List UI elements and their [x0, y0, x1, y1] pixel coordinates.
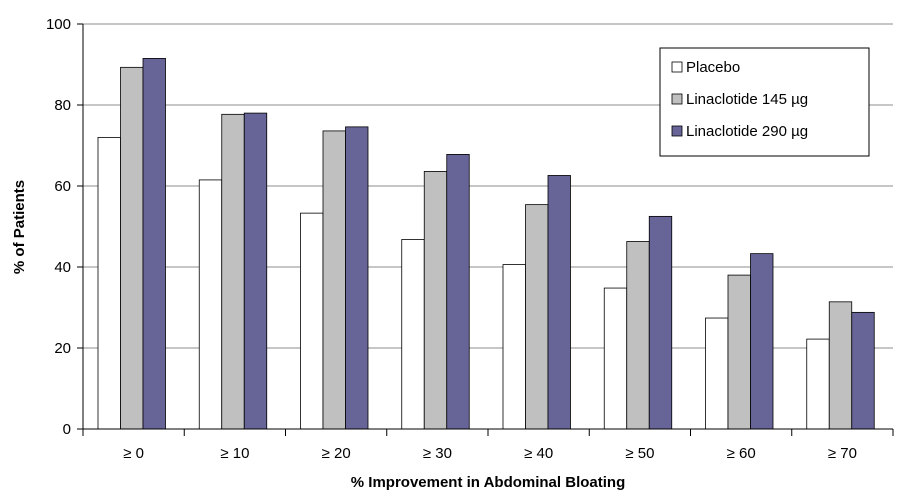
x-tick-labels: ≥ 0 ≥ 10 ≥ 20 ≥ 30 ≥ 40 ≥ 50 ≥ 60 ≥ 70 [123, 445, 857, 462]
y-tick-label: 20 [54, 340, 71, 357]
legend-label: Placebo [686, 59, 740, 76]
bar-linaclotide-145-g [423, 171, 448, 430]
bar-linaclotide-145-g [828, 301, 853, 430]
bar-linaclotide-145-g [120, 66, 144, 430]
legend-label: Linaclotide 290 µg [686, 123, 808, 140]
axes [77, 23, 894, 436]
legend-box [659, 47, 870, 157]
x-tick-label: ≥ 60 [727, 445, 756, 462]
legend-label: Linaclotide 145 µg [686, 91, 808, 108]
legend-swatch [671, 61, 683, 73]
bar-placebo [705, 317, 729, 430]
bar-linaclotide-290-g [851, 311, 875, 430]
y-axis-title: % of Patients [11, 180, 28, 274]
x-tick-label: ≥ 50 [625, 445, 654, 462]
y-tick-label: 100 [46, 16, 71, 33]
bar-linaclotide-290-g [446, 154, 470, 430]
x-tick-label: ≥ 70 [828, 445, 857, 462]
bar-linaclotide-145-g [626, 241, 650, 430]
bar-linaclotide-145-g [525, 204, 549, 430]
bar-placebo [198, 179, 223, 430]
x-tick-label: ≥ 20 [322, 445, 351, 462]
bar-linaclotide-290-g [648, 215, 673, 430]
bar-linaclotide-145-g [727, 274, 751, 430]
legend: Placebo Linaclotide 145 µg Linaclotide 290… [659, 47, 870, 157]
bar-placebo [401, 239, 425, 430]
bar-placebo [603, 287, 628, 430]
bar-linaclotide-290-g [750, 253, 774, 430]
x-tick-label: ≥ 0 [123, 445, 144, 462]
y-tick-label: 40 [54, 259, 71, 276]
y-tick-label: 60 [54, 178, 71, 195]
bar-linaclotide-290-g [142, 58, 166, 430]
y-tick-label: 80 [54, 97, 71, 114]
x-tick-label: ≥ 10 [220, 445, 249, 462]
bar-placebo [502, 264, 526, 430]
bar-placebo [97, 136, 121, 430]
bar-linaclotide-290-g [547, 175, 571, 430]
x-tick-label: ≥ 30 [423, 445, 452, 462]
bar-linaclotide-290-g [345, 126, 369, 430]
bar-placebo [806, 338, 830, 430]
bar-linaclotide-145-g [221, 113, 245, 430]
bar-linaclotide-145-g [322, 130, 346, 430]
x-tick-label: ≥ 40 [524, 445, 553, 462]
legend-swatch [671, 125, 683, 137]
bar-placebo [300, 212, 324, 430]
bar-linaclotide-290-g [243, 112, 268, 430]
legend-swatch [671, 93, 683, 105]
y-tick-labels: 0 20 40 60 80 100 [46, 16, 71, 438]
y-tick-label: 0 [63, 421, 71, 438]
x-axis-title: % Improvement in Abdominal Bloating [351, 474, 625, 491]
